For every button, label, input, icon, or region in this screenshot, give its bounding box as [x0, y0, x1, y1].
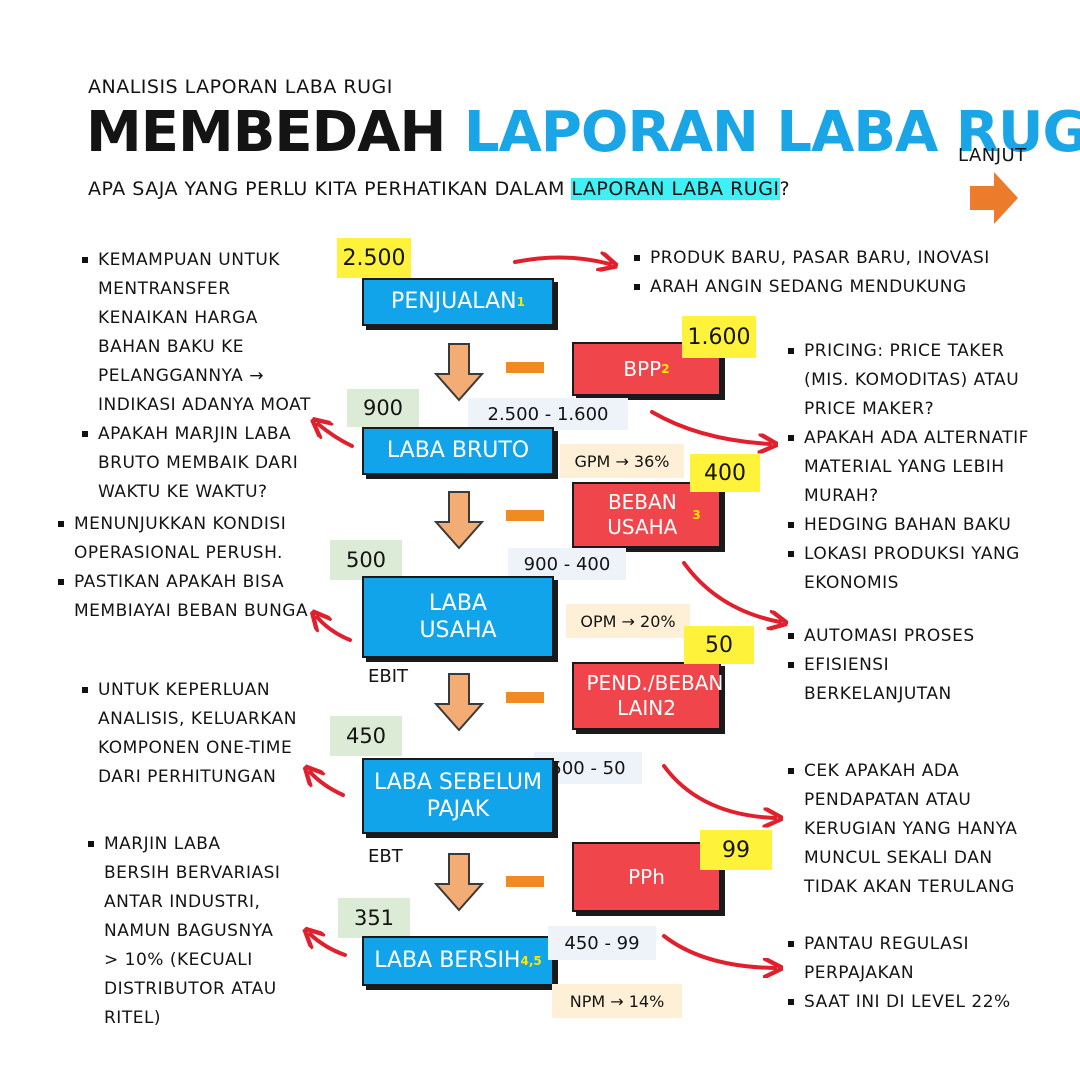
left-notes-laba-usaha: MENUNJUKKAN KONDISI OPERASIONAL PERUSH. … — [58, 510, 316, 626]
opm-ratio: OPM → 20% — [566, 604, 690, 638]
laba-usaha-label: LABA USAHA — [419, 590, 497, 644]
title-part-black: MEMBEDAH — [86, 100, 464, 165]
minus-sign — [506, 510, 544, 521]
right-notes-beban-usaha: AUTOMASI PROSES EFISIENSI BERKELANJUTAN — [788, 622, 988, 709]
next-label[interactable]: LANJUT — [958, 145, 1027, 166]
arrow-to-right-g2 — [650, 410, 770, 444]
down-arrow-icon — [434, 853, 484, 912]
arrow-to-left-g1 — [318, 424, 354, 448]
down-arrow-icon — [434, 491, 484, 550]
bpp-value: 1.600 — [682, 316, 756, 358]
laba-usaha-calc: 900 - 400 — [508, 548, 626, 580]
list-item: ARAH ANGIN SEDANG MENDUKUNG — [634, 273, 1014, 302]
arrow-to-right-g4 — [662, 764, 775, 818]
page-title: MEMBEDAH LAPORAN LABA RUGI — [86, 100, 1080, 165]
list-item: MARJIN LABA BERSIH BERVARIASI ANTAR INDU… — [88, 830, 288, 1033]
list-item: UNTUK KEPERLUAN ANALISIS, KELUARKAN KOMP… — [82, 676, 310, 792]
left-notes-penjualan: KEMAMPUAN UNTUK MENTRANSFER KENAIKAN HAR… — [82, 246, 322, 507]
laba-sebelum-pajak-value: 450 — [330, 716, 402, 756]
list-item: PRICING: PRICE TAKER (MIS. KOMODITAS) AT… — [788, 337, 1048, 424]
subtitle-highlight: LAPORAN LABA RUGI — [571, 178, 780, 200]
list-item: PANTAU REGULASI PERPAJAKAN — [788, 930, 1028, 988]
laba-bruto-calc: 2.500 - 1.600 — [468, 398, 628, 430]
laba-bruto-label: LABA BRUTO — [386, 438, 530, 464]
title-part-blue: LAPORAN LABA RUGI — [463, 100, 1080, 165]
list-item: PASTIKAN APAKAH BISA MEMBIAYAI BEBAN BUN… — [58, 568, 316, 626]
subtitle-end: ? — [779, 178, 791, 200]
kicker-text: ANALISIS LAPORAN LABA RUGI — [88, 76, 393, 98]
arrow-to-left-g4 — [310, 934, 347, 957]
laba-sebelum-pajak-box: LABA SEBELUM PAJAK — [362, 758, 554, 834]
right-notes-penjualan: PRODUK BARU, PASAR BARU, INOVASI ARAH AN… — [634, 244, 1014, 302]
beban-usaha-value: 400 — [690, 454, 760, 492]
gpm-ratio: GPM → 36% — [560, 444, 684, 478]
list-item: APAKAH MARJIN LABA BRUTO MEMBAIK DARI WA… — [82, 420, 322, 507]
list-item: PRODUK BARU, PASAR BARU, INOVASI — [634, 244, 1014, 273]
footnote-marker: 4,5 — [520, 953, 542, 968]
pend-beban-label: PEND./BEBAN LAIN2 — [586, 671, 724, 720]
list-item: AUTOMASI PROSES — [788, 622, 988, 651]
right-notes-pend-beban: CEK APAKAH ADA PENDAPATAN ATAU KERUGIAN … — [788, 757, 1028, 902]
laba-usaha-box: LABA USAHA — [362, 576, 554, 658]
subtitle: APA SAJA YANG PERLU KITA PERHATIKAN DALA… — [88, 178, 790, 200]
arrow-to-right-g3 — [682, 561, 780, 622]
right-notes-pph: PANTAU REGULASI PERPAJAKAN SAAT INI DI L… — [788, 930, 1028, 1017]
laba-bersih-calc: 450 - 99 — [548, 926, 656, 960]
minus-sign — [506, 876, 544, 887]
list-item: CEK APAKAH ADA PENDAPATAN ATAU KERUGIAN … — [788, 757, 1028, 902]
npm-ratio: NPM → 14% — [552, 984, 682, 1018]
laba-bersih-box: LABA BERSIH 4,5 — [362, 936, 554, 986]
laba-bruto-value: 900 — [347, 389, 419, 427]
list-item: LOKASI PRODUKSI YANG EKONOMIS — [788, 540, 1048, 598]
arrow-to-left-g3 — [310, 772, 345, 797]
down-arrow-icon — [434, 343, 484, 402]
left-notes-laba-sebelum-pajak: UNTUK KEPERLUAN ANALISIS, KELUARKAN KOMP… — [82, 676, 310, 792]
laba-sebelum-pajak-label: LABA SEBELUM PAJAK — [373, 769, 543, 823]
pph-box: PPh — [572, 842, 721, 912]
ebt-tag: EBT — [368, 846, 403, 867]
arrow-to-right-g5 — [662, 934, 775, 968]
right-notes-bpp: PRICING: PRICE TAKER (MIS. KOMODITAS) AT… — [788, 337, 1048, 598]
footnote-marker: 1 — [516, 294, 525, 309]
footnote-marker: 3 — [692, 507, 701, 522]
footnote-marker: 2 — [661, 361, 670, 376]
laba-bersih-value: 351 — [338, 898, 410, 938]
beban-usaha-label: BEBAN USAHA — [607, 490, 678, 539]
list-item: HEDGING BAHAN BAKU — [788, 511, 1048, 540]
minus-sign — [506, 692, 544, 703]
arrow-to-right-g1 — [513, 257, 610, 264]
beban-usaha-box: BEBAN USAHA 3 — [572, 482, 721, 548]
arrow-to-left-g2 — [317, 617, 352, 642]
list-item: KEMAMPUAN UNTUK MENTRANSFER KENAIKAN HAR… — [82, 246, 322, 420]
laba-bersih-label: LABA BERSIH — [374, 948, 521, 974]
penjualan-box: PENJUALAN 1 — [362, 278, 554, 326]
penjualan-value: 2.500 — [337, 238, 411, 278]
list-item: MENUNJUKKAN KONDISI OPERASIONAL PERUSH. — [58, 510, 316, 568]
laba-bruto-box: LABA BRUTO — [362, 427, 554, 475]
pph-value: 99 — [700, 830, 772, 870]
pend-beban-value: 50 — [684, 626, 754, 664]
list-item: APAKAH ADA ALTERNATIF MATERIAL YANG LEBI… — [788, 424, 1048, 511]
subtitle-text: APA SAJA YANG PERLU KITA PERHATIKAN DALA… — [88, 178, 572, 200]
laba-usaha-value: 500 — [330, 540, 402, 580]
pph-label: PPh — [628, 864, 665, 889]
minus-sign — [506, 362, 544, 373]
penjualan-label: PENJUALAN — [391, 289, 517, 315]
pend-beban-box: PEND./BEBAN LAIN2 — [572, 662, 724, 730]
bpp-label: BPP — [623, 356, 662, 381]
list-item: SAAT INI DI LEVEL 22% — [788, 988, 1028, 1017]
next-arrow-icon[interactable] — [968, 170, 1020, 226]
ebit-tag: EBIT — [368, 666, 409, 687]
list-item: EFISIENSI BERKELANJUTAN — [788, 651, 988, 709]
down-arrow-icon — [434, 673, 484, 732]
left-notes-laba-bersih: MARJIN LABA BERSIH BERVARIASI ANTAR INDU… — [88, 830, 288, 1033]
